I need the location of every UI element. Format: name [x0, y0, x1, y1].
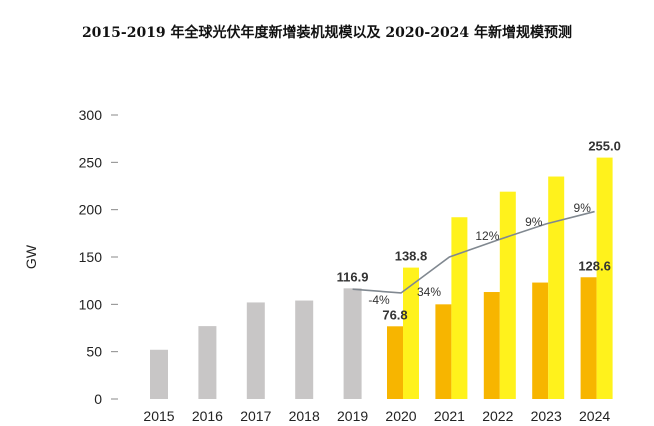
y-tick-label: 250	[79, 154, 103, 170]
x-tick-label: 2016	[192, 408, 223, 424]
x-tick-label: 2017	[240, 408, 271, 424]
x-tick-label: 2019	[337, 408, 368, 424]
y-tick-label: 200	[79, 202, 103, 218]
trend-line	[352, 210, 595, 294]
bar-historical	[150, 349, 168, 399]
bar-historical	[343, 288, 362, 399]
bar-historical	[198, 326, 217, 399]
x-tick-label: 2015	[143, 408, 174, 424]
y-tick-label: 150	[79, 249, 103, 265]
bar-forecast-low	[580, 277, 597, 399]
x-tick-label: 2018	[289, 408, 320, 424]
data-label: 116.9	[337, 269, 369, 284]
bar-forecast-high	[548, 176, 565, 399]
y-tick-label: 0	[94, 391, 102, 407]
x-tick-label: 2024	[579, 408, 610, 424]
bar-forecast-high	[451, 217, 468, 399]
x-tick-label: 2022	[482, 408, 513, 424]
growth-label: 9%	[525, 215, 543, 229]
growth-label: -4%	[368, 293, 390, 307]
bar-forecast-high	[499, 191, 516, 399]
growth-label: 12%	[475, 229, 499, 243]
bar-forecast-low	[387, 326, 403, 399]
data-label: 255.0	[588, 139, 621, 154]
bar-forecast-low	[532, 282, 549, 399]
y-axis-label: GW	[23, 244, 39, 269]
x-tick-label: 2021	[434, 408, 465, 424]
x-tick-label: 2020	[385, 408, 416, 424]
bar-forecast-high	[403, 267, 419, 399]
bar-historical	[295, 300, 314, 399]
data-label: 128.6	[578, 258, 611, 273]
y-tick-label: 50	[86, 344, 102, 360]
growth-label: 9%	[574, 201, 592, 215]
bar-forecast-high	[596, 157, 613, 399]
bar-forecast-low	[435, 304, 452, 399]
chart-title: 2015-2019 年全球光伏年度新增装机规模以及 2020-2024 年新增规…	[81, 25, 573, 41]
bar-historical	[246, 302, 265, 399]
y-tick-label: 100	[79, 296, 103, 312]
data-label: 138.8	[395, 249, 428, 264]
data-label: 76.8	[382, 307, 407, 322]
x-tick-label: 2023	[531, 408, 562, 424]
y-tick-label: 300	[79, 107, 103, 123]
growth-label: 34%	[417, 285, 441, 299]
bar-forecast-low	[483, 292, 500, 399]
